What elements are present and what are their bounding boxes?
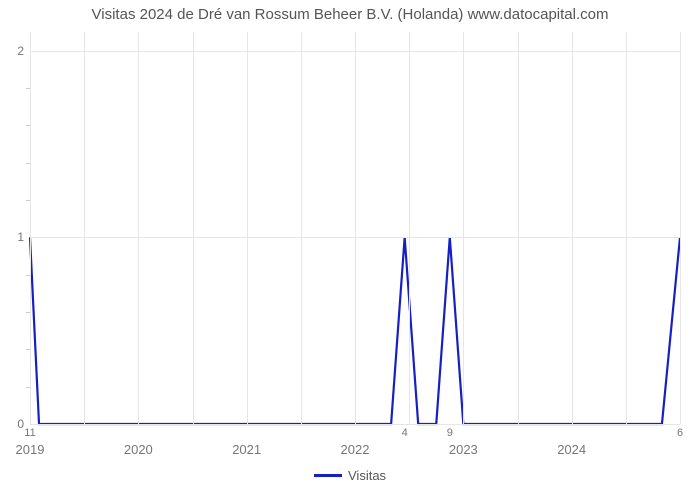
x-year-label: 2022 [341, 442, 370, 457]
gridline-horizontal [30, 51, 680, 52]
x-year-label: 2023 [449, 442, 478, 457]
y-tick-label: 1 [17, 230, 30, 244]
x-year-label: 2024 [557, 442, 586, 457]
gridline-vertical [138, 32, 139, 424]
gridline-vertical [301, 32, 302, 424]
gridline-horizontal [30, 424, 680, 425]
gridline-vertical [193, 32, 194, 424]
y-minor-tick [26, 387, 30, 388]
gridline-vertical [626, 32, 627, 424]
chart-container: Visitas 2024 de Dré van Rossum Beheer B.… [0, 0, 700, 500]
gridline-vertical [518, 32, 519, 424]
y-minor-tick [26, 125, 30, 126]
gridline-vertical [572, 32, 573, 424]
gridline-vertical [247, 32, 248, 424]
y-minor-tick [26, 88, 30, 89]
gridline-vertical [463, 32, 464, 424]
gridline-vertical [84, 32, 85, 424]
gridline-vertical [30, 32, 31, 424]
x-mini-label: 4 [402, 424, 408, 439]
y-tick-label: 2 [17, 44, 30, 58]
y-minor-tick [26, 275, 30, 276]
legend: Visitas [314, 468, 386, 483]
x-year-label: 2019 [16, 442, 45, 457]
plot-area: 01211496201920202021202220232024 [30, 32, 680, 424]
y-minor-tick [26, 312, 30, 313]
gridline-vertical [409, 32, 410, 424]
x-mini-label: 11 [24, 424, 35, 439]
x-year-label: 2021 [232, 442, 261, 457]
x-mini-label: 9 [447, 424, 453, 439]
gridline-horizontal [30, 237, 680, 238]
gridline-vertical [355, 32, 356, 424]
y-minor-tick [26, 349, 30, 350]
gridline-vertical [680, 32, 681, 424]
y-minor-tick [26, 163, 30, 164]
x-mini-label: 6 [677, 424, 683, 439]
x-year-label: 2020 [124, 442, 153, 457]
y-minor-tick [26, 200, 30, 201]
chart-title: Visitas 2024 de Dré van Rossum Beheer B.… [0, 6, 700, 23]
legend-label: Visitas [348, 468, 386, 483]
legend-swatch [314, 474, 342, 477]
